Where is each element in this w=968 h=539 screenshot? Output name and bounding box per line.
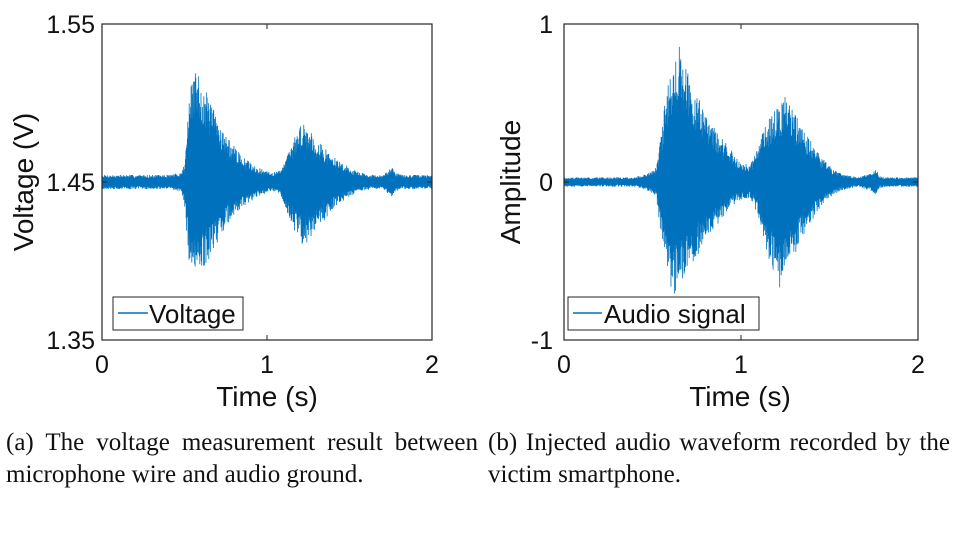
x-tick-label: 0 — [557, 351, 571, 379]
y-tick-label: 1.45 — [46, 169, 95, 197]
audio-y-tick-labels: -1 0 1 — [531, 11, 553, 355]
caption-b: (b) Injected audio waveform recorded by … — [488, 429, 950, 488]
audio-legend-label: Audio signal — [604, 299, 746, 329]
y-tick-label: 1 — [539, 11, 553, 39]
x-tick-label: 2 — [911, 351, 925, 379]
audio-x-axis-label: Time (s) — [689, 381, 791, 412]
voltage-legend-label: Voltage — [149, 299, 236, 329]
x-tick-label: 0 — [95, 351, 109, 379]
voltage-y-tick-labels: 1.35 1.45 1.55 — [46, 11, 95, 355]
voltage-x-axis-label: Time (s) — [216, 381, 318, 412]
caption-a: (a) The voltage measurement result betwe… — [6, 429, 478, 488]
y-tick-label: 1.35 — [46, 327, 95, 355]
audio-tick-marks — [563, 23, 919, 341]
x-tick-label: 1 — [734, 351, 748, 379]
voltage-legend: Voltage — [112, 296, 244, 331]
y-tick-label: 1.55 — [46, 11, 95, 39]
audio-legend: Audio signal — [567, 296, 760, 331]
voltage-x-tick-labels: 0 1 2 — [95, 351, 439, 379]
audio-x-tick-labels: 0 1 2 — [557, 351, 925, 379]
voltage-y-axis-label: Voltage (V) — [8, 113, 39, 252]
audio-y-axis-label: Amplitude — [495, 120, 526, 245]
audio-waveform — [563, 46, 919, 294]
voltage-tick-marks — [101, 23, 433, 341]
waveform-line — [101, 73, 433, 267]
x-tick-label: 1 — [260, 351, 274, 379]
waveform-line — [563, 46, 919, 294]
y-tick-label: -1 — [531, 327, 553, 355]
y-tick-label: 0 — [539, 169, 553, 197]
voltage-chart-panel: 1.35 1.45 1.55 0 1 2 Time (s) Voltage (V) Vo… — [8, 11, 439, 412]
voltage-waveform — [101, 73, 433, 267]
x-tick-label: 2 — [425, 351, 439, 379]
